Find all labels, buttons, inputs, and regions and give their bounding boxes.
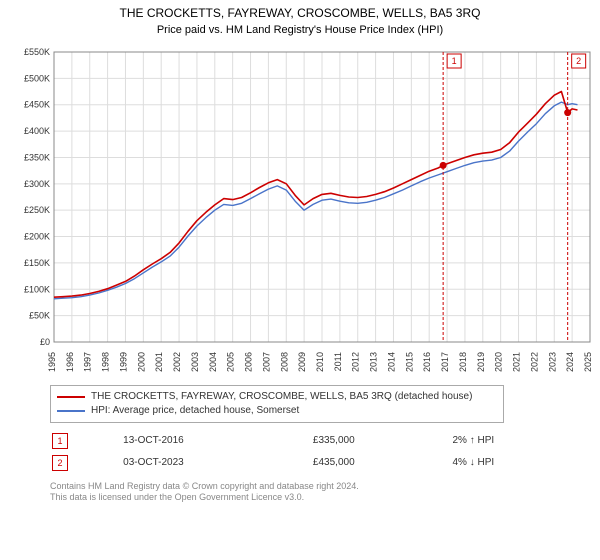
legend-label-2: HPI: Average price, detached house, Some… [91,405,299,416]
chart-area: £0 £50K £100K £150K £200K £250K £300K £350K £400… [12,42,592,377]
svg-text:2009: 2009 [297,352,307,372]
marker-delta-2: 4% ↓ HPI [452,453,590,473]
svg-text:£350K: £350K [24,152,50,162]
svg-text:1996: 1996 [65,352,75,372]
marker-badge-2: 2 [52,455,68,471]
legend: THE CROCKETTS, FAYREWAY, CROSCOMBE, WELL… [50,385,504,423]
svg-text:2017: 2017 [440,352,450,372]
table-row: 2 03-OCT-2023 £435,000 4% ↓ HPI [52,453,590,473]
svg-text:2010: 2010 [315,352,325,372]
svg-text:2011: 2011 [333,352,343,371]
svg-text:1998: 1998 [101,352,111,372]
marker-delta-1: 2% ↑ HPI [452,431,590,451]
svg-text:2006: 2006 [244,352,254,372]
chart-title: THE CROCKETTS, FAYREWAY, CROSCOMBE, WELL… [8,6,592,22]
svg-text:2008: 2008 [279,352,289,372]
legend-swatch-1 [57,396,85,398]
svg-text:£500K: £500K [24,73,50,83]
marker-price-2: £435,000 [313,453,451,473]
legend-swatch-2 [57,410,85,412]
markers-table: 1 13-OCT-2016 £335,000 2% ↑ HPI 2 03-OCT… [50,429,592,475]
footnote: Contains HM Land Registry data © Crown c… [50,481,592,504]
marker-badge-1: 1 [52,433,68,449]
svg-text:2023: 2023 [547,352,557,372]
svg-text:2: 2 [576,56,581,66]
svg-text:2024: 2024 [565,352,575,372]
svg-text:£300K: £300K [24,178,50,188]
svg-text:1: 1 [452,56,457,66]
svg-text:2015: 2015 [404,352,414,372]
footnote-line-1: Contains HM Land Registry data © Crown c… [50,481,592,493]
svg-text:2021: 2021 [512,352,522,372]
svg-text:2025: 2025 [583,352,593,372]
svg-text:2019: 2019 [476,352,486,372]
svg-text:2014: 2014 [386,352,396,372]
legend-item-2: HPI: Average price, detached house, Some… [57,404,497,418]
svg-text:2005: 2005 [226,352,236,372]
svg-text:2012: 2012 [351,352,361,372]
svg-text:2004: 2004 [208,352,218,372]
svg-text:2000: 2000 [136,352,146,372]
svg-text:2018: 2018 [458,352,468,372]
marker-price-1: £335,000 [313,431,451,451]
legend-item-1: THE CROCKETTS, FAYREWAY, CROSCOMBE, WELL… [57,390,497,404]
svg-text:1995: 1995 [47,352,57,372]
marker-date-1: 13-OCT-2016 [123,431,311,451]
svg-text:1999: 1999 [118,352,128,372]
svg-text:2001: 2001 [154,352,164,372]
table-row: 1 13-OCT-2016 £335,000 2% ↑ HPI [52,431,590,451]
svg-text:£150K: £150K [24,258,50,268]
svg-text:2007: 2007 [261,352,271,372]
svg-text:2013: 2013 [369,352,379,372]
marker-date-2: 03-OCT-2023 [123,453,311,473]
svg-text:2022: 2022 [529,352,539,372]
svg-text:2020: 2020 [494,352,504,372]
svg-text:£0: £0 [40,337,50,347]
svg-text:£200K: £200K [24,231,50,241]
svg-text:£550K: £550K [24,47,50,57]
svg-text:2002: 2002 [172,352,182,372]
svg-text:2016: 2016 [422,352,432,372]
svg-text:£50K: £50K [29,310,50,320]
line-chart: £0 £50K £100K £150K £200K £250K £300K £350K £400… [12,42,596,372]
svg-text:£100K: £100K [24,284,50,294]
svg-text:1997: 1997 [83,352,93,372]
svg-text:£400K: £400K [24,126,50,136]
svg-text:£450K: £450K [24,99,50,109]
legend-label-1: THE CROCKETTS, FAYREWAY, CROSCOMBE, WELL… [91,391,472,402]
svg-text:£250K: £250K [24,205,50,215]
chart-subtitle: Price paid vs. HM Land Registry's House … [8,24,592,36]
footnote-line-2: This data is licensed under the Open Gov… [50,492,592,504]
svg-text:2003: 2003 [190,352,200,372]
